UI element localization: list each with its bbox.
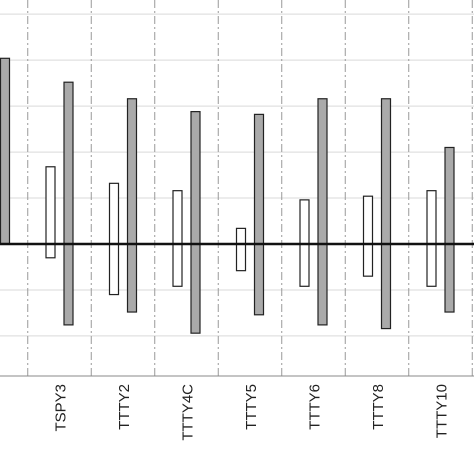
bar-positive <box>380 98 392 245</box>
bar-negative <box>299 243 310 287</box>
bar-positive <box>362 195 374 245</box>
category-separators <box>27 0 473 376</box>
bar-positive <box>253 113 265 245</box>
bar-negative <box>108 243 120 296</box>
bar-negative <box>362 243 374 277</box>
bar-negative <box>380 243 392 330</box>
bar-negative <box>426 243 437 287</box>
bar-positive <box>426 190 437 245</box>
bar-negative <box>45 243 56 259</box>
bar-positive <box>444 146 455 245</box>
bar-positive <box>317 98 328 245</box>
x-tick-label: TTTY2 <box>116 384 133 430</box>
bar-positive <box>63 81 74 245</box>
bar-negative <box>317 243 328 326</box>
x-tick-label: TTTY6 <box>307 384 324 430</box>
bar-negative <box>63 243 74 326</box>
x-tick-label: TSPY3 <box>53 384 70 432</box>
bar-positive <box>235 227 247 245</box>
bar-negative <box>253 243 265 316</box>
gridlines <box>0 13 474 337</box>
bar-negative <box>172 243 183 287</box>
bar-positive <box>299 199 310 245</box>
bar-positive <box>172 190 183 245</box>
x-tick-labels: TSPY3 TTTY2 TTTY4C TTTY5 TTTY6 TTTY8 TTTY10 <box>53 384 451 441</box>
x-tick-label: TTTY5 <box>243 384 260 430</box>
bar-negative <box>235 243 247 272</box>
bar-positive <box>45 166 56 245</box>
bar-positive <box>108 182 120 245</box>
bar-negative <box>126 243 138 313</box>
bar-positive <box>190 111 201 245</box>
bar-positive <box>126 98 138 245</box>
bars <box>0 57 455 334</box>
x-tick-label: TTTY4C <box>180 384 197 441</box>
bar-positive <box>0 57 11 245</box>
x-tick-label: TTTY8 <box>370 384 387 430</box>
bar-negative <box>444 243 455 313</box>
bar-negative <box>190 243 201 334</box>
x-tick-label: TTTY10 <box>434 384 451 438</box>
